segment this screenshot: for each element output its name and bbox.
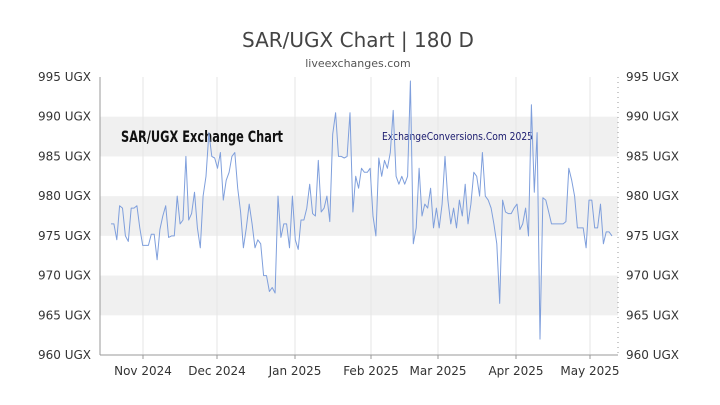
x-tick-label: Apr 2025 (488, 364, 543, 378)
chart-title: SAR/UGX Chart | 180 D (242, 28, 474, 52)
y-tick-label-right: 975 UGX (626, 229, 679, 243)
y-tick-label-left: 980 UGX (38, 189, 91, 203)
y-tick-label-left: 990 UGX (38, 110, 91, 124)
grid-bands (100, 116, 618, 316)
y-tick-label-right: 985 UGX (626, 149, 679, 163)
x-tick-label: May 2025 (560, 364, 619, 378)
series-line (111, 80, 613, 340)
x-tick-label: Dec 2024 (188, 364, 246, 378)
y-tick-label-left: 995 UGX (38, 70, 91, 84)
watermark-site: ExchangeConversions.Com 2025 (382, 130, 533, 143)
y-tick-label-right: 970 UGX (626, 269, 679, 283)
x-tick-label: Jan 2025 (268, 364, 322, 378)
y-tick-label-left: 970 UGX (38, 269, 91, 283)
series-group (111, 80, 613, 340)
y-tick-label-right: 965 UGX (626, 308, 679, 322)
x-tick-label: Nov 2024 (114, 364, 172, 378)
x-axis: Nov 2024 Dec 2024 Jan 2025 Feb 2025 Mar 2025… (114, 355, 620, 378)
y-tick-label-right: 995 UGX (626, 70, 679, 84)
x-tick-label: Mar 2025 (410, 364, 467, 378)
grid-band (100, 275, 618, 316)
y-tick-label-left: 975 UGX (38, 229, 91, 243)
grid-band (100, 196, 618, 236)
y-tick-label-left: 985 UGX (38, 149, 91, 163)
axes (99, 77, 619, 356)
y-axis-right: 960 UGX 965 UGX 970 UGX 975 UGX 980 UGX 985 U… (626, 70, 679, 362)
x-tick-label: Feb 2025 (343, 364, 399, 378)
watermark-chart-name: SAR/UGX Exchange Chart (121, 127, 283, 146)
chart-subtitle: liveexchanges.com (305, 57, 410, 70)
y-tick-label-left: 960 UGX (38, 348, 91, 362)
y-tick-label-left: 965 UGX (38, 308, 91, 322)
y-tick-label-right: 980 UGX (626, 189, 679, 203)
y-tick-label-right: 990 UGX (626, 110, 679, 124)
y-tick-label-right: 960 UGX (626, 348, 679, 362)
y-axis-left: 960 UGX 965 UGX 970 UGX 975 UGX 980 UGX 985 U… (38, 70, 91, 362)
